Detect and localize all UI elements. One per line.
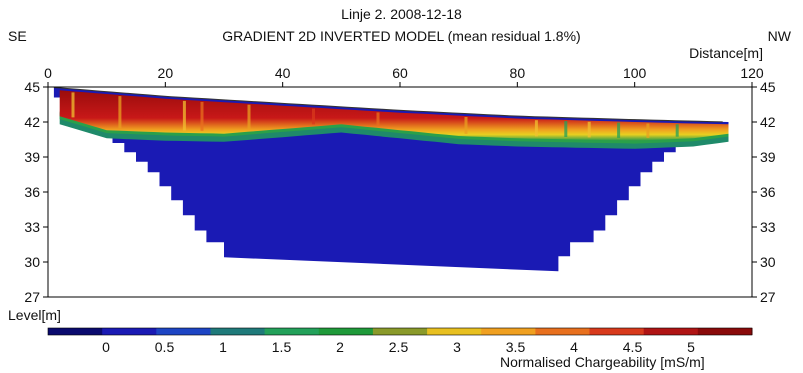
colorbar-tick-label: 0 (102, 339, 110, 355)
colorbar-tick-label: 0.5 (155, 339, 175, 355)
x-tick-label: 120 (740, 65, 764, 81)
model-streak (118, 96, 122, 129)
chart-subtitle: GRADIENT 2D INVERTED MODEL (mean residua… (222, 28, 581, 44)
colorbar-tick-label: 3 (453, 339, 461, 355)
x-tick-label: 40 (275, 65, 291, 81)
colorbar-segment (210, 328, 266, 335)
model-streak (182, 100, 186, 131)
model-streak (312, 108, 315, 125)
model-streak (71, 92, 75, 118)
colorbar-segment (48, 328, 103, 335)
colorbar-segment (156, 328, 211, 335)
colorbar-segment (481, 328, 536, 335)
colorbar-segment (102, 328, 157, 335)
colorbar-frame (47, 327, 753, 336)
y-tick-label-right: 30 (760, 254, 776, 270)
colorbar-label: Normalised Chargeability [mS/m] (500, 354, 705, 370)
colorbar-tick-label: 1 (219, 339, 227, 355)
colorbar-segment (427, 328, 482, 335)
y-tick-label-left: 42 (24, 114, 40, 130)
x-tick-label: 60 (392, 65, 408, 81)
colorbar-segment (318, 328, 374, 335)
model-streak (675, 124, 679, 137)
y-tick-label-right: 39 (760, 149, 776, 165)
colorbar-tick-label: 2.5 (389, 339, 409, 355)
high-chargeability-layer (59, 90, 729, 141)
model-streak (200, 101, 204, 131)
y-tick-label-left: 39 (24, 149, 40, 165)
colorbar-segment (589, 328, 645, 335)
model-streak (534, 120, 538, 137)
y-tick-label-left: 45 (24, 79, 40, 95)
y-tick-label-right: 27 (760, 289, 776, 305)
colorbar-tick-label: 5 (687, 339, 695, 355)
model-streak (247, 104, 251, 130)
x-tick-label: 100 (623, 65, 647, 81)
model-streak (587, 121, 591, 138)
chart-title: Linje 2. 2008-12-18 (341, 6, 462, 22)
topographic-surface-line (53, 87, 723, 123)
model-streak (464, 117, 468, 134)
x-tick-label: 0 (44, 65, 52, 81)
colorbar-tick-label: 1.5 (272, 339, 292, 355)
colorbar-tick-label: 3.5 (506, 339, 526, 355)
x-tick-label: 20 (158, 65, 174, 81)
y-tick-label-right: 33 (760, 219, 776, 235)
colorbar-segment (264, 328, 320, 335)
colorbar-tick-label: 2 (336, 339, 344, 355)
y-tick-label-left: 30 (24, 254, 40, 270)
y-tick-label-left: 27 (24, 289, 40, 305)
colorbar-segment (643, 328, 699, 335)
y-tick-label-left: 33 (24, 219, 40, 235)
y-tick-label-right: 45 (760, 79, 776, 95)
colorbar-tick-label: 4 (570, 339, 578, 355)
x-tick-label: 80 (510, 65, 526, 81)
y-axis-label: Level[m] (8, 307, 61, 323)
colorbar-segment (372, 328, 428, 335)
colorbar: 0 0.5 1 1.5 2 2.5 3 3.5 4 4.5 5 (47, 327, 753, 355)
y-tick-label-right: 36 (760, 184, 776, 200)
y-tick-label-left: 36 (24, 184, 40, 200)
model-section (53, 87, 729, 272)
left-direction-label: SE (8, 28, 27, 44)
colorbar-segment (697, 328, 753, 335)
model-streak (646, 123, 650, 138)
model-streak (376, 112, 380, 126)
model-streak (564, 121, 568, 137)
model-streak (617, 122, 621, 138)
x-axis-label: Distance[m] (689, 45, 763, 61)
colorbar-tick-label: 4.5 (623, 339, 643, 355)
right-direction-label: NW (767, 28, 791, 44)
y-tick-label-right: 42 (760, 114, 776, 130)
colorbar-segment (535, 328, 591, 335)
